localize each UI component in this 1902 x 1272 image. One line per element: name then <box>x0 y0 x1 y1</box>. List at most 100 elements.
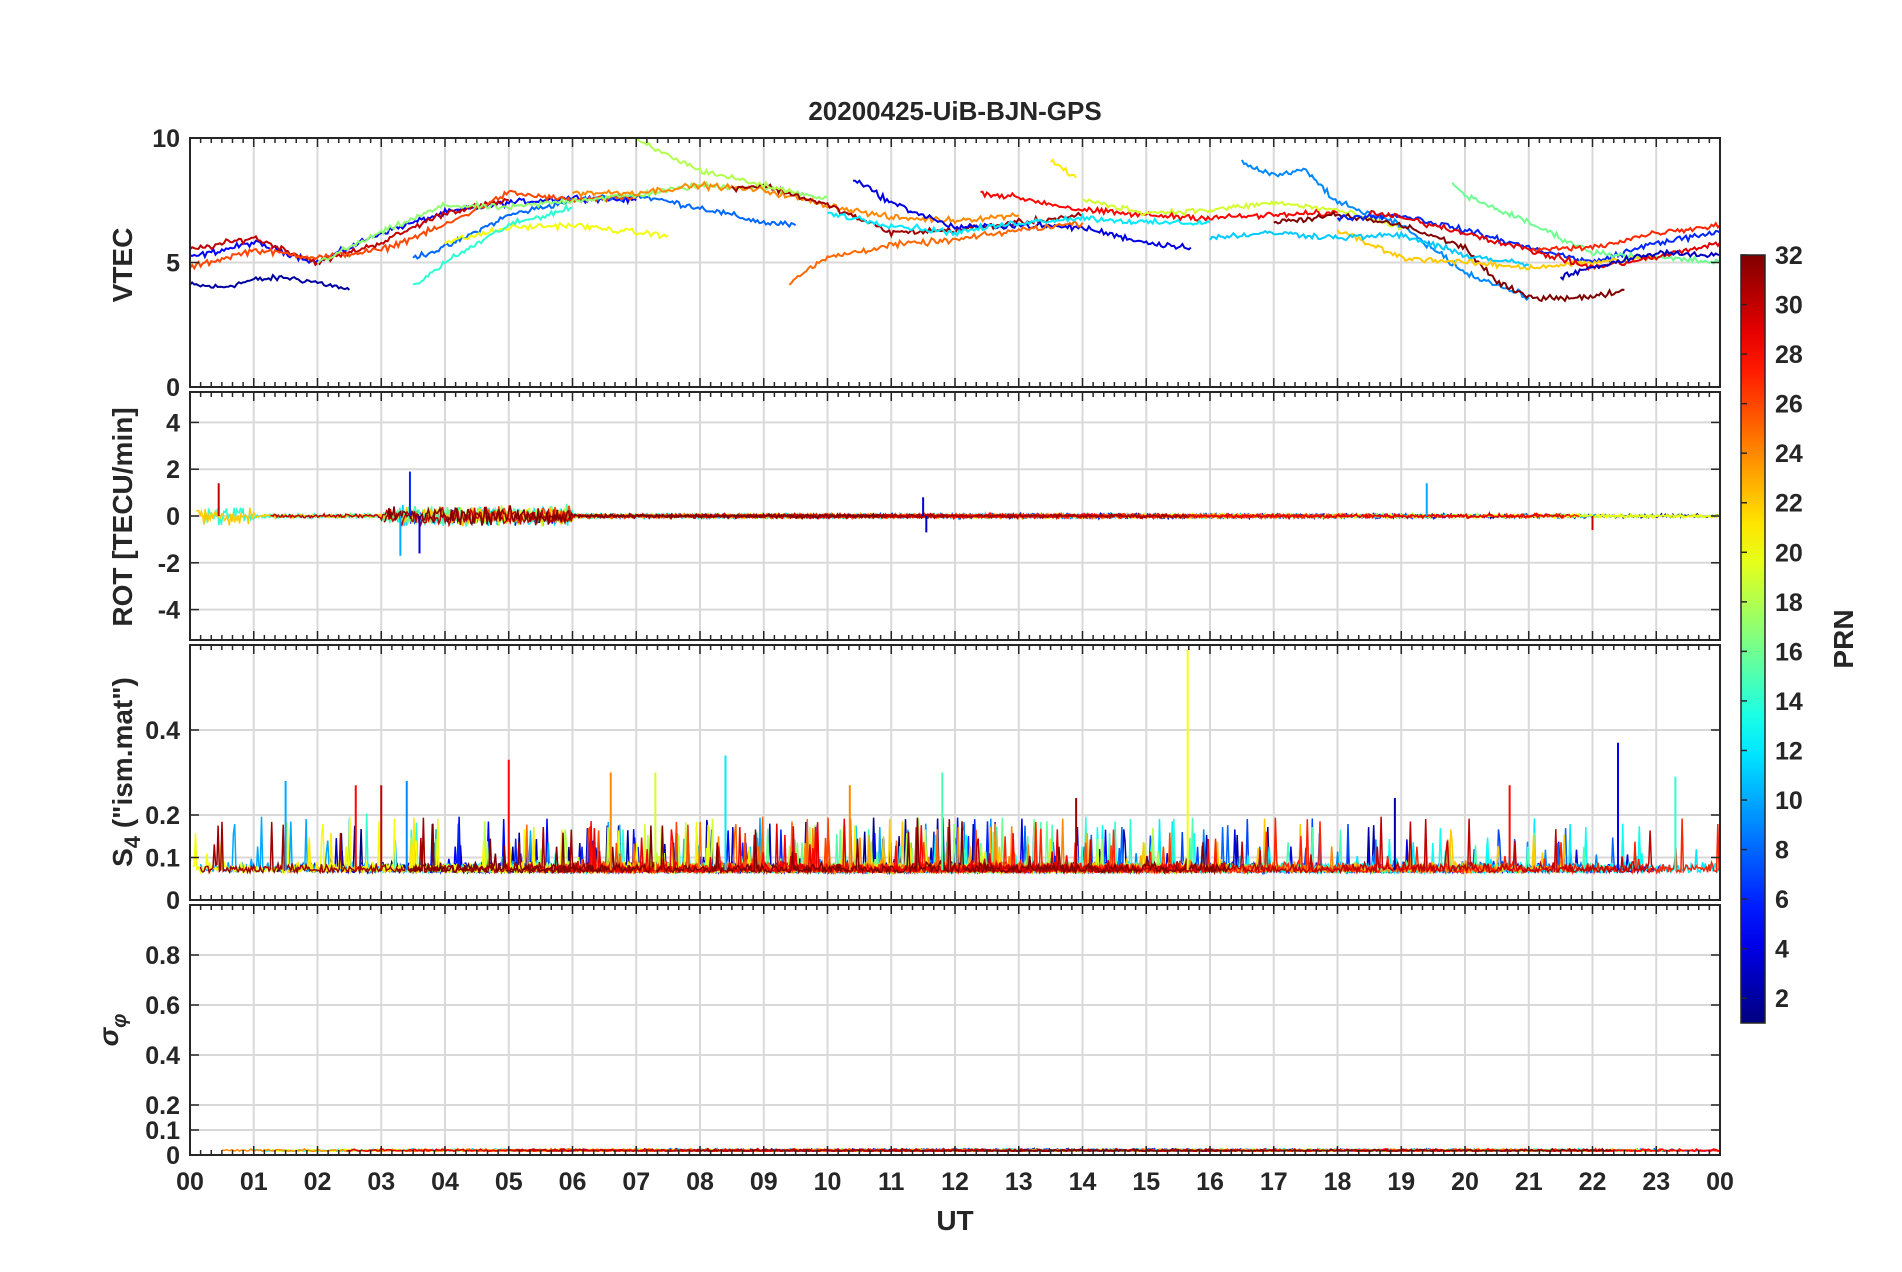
s4-series-prn-31 <box>199 817 608 875</box>
vtec-series-prn-8 <box>412 192 797 260</box>
y-tick-label: 2 <box>166 456 180 484</box>
x-tick-label: 04 <box>431 1168 459 1196</box>
x-tick-label: 00 <box>176 1168 204 1196</box>
x-tick-label: 02 <box>304 1168 332 1196</box>
x-tick-label: 17 <box>1260 1168 1288 1196</box>
y-tick-label: 0.2 <box>145 1092 180 1120</box>
vtec-series-prn-4 <box>852 179 1192 251</box>
vtec-series-prn-18 <box>636 138 796 194</box>
colorbar-label: PRN <box>1828 609 1859 668</box>
s4-series-prn-32 <box>406 817 1231 876</box>
y-tick-label: 0 <box>166 503 180 531</box>
x-tick-label: 00 <box>1706 1168 1734 1196</box>
colorbar-gradient <box>1740 254 1766 1024</box>
x-tick-label: 20 <box>1451 1168 1479 1196</box>
vtec-series-prn-21 <box>1049 158 1077 179</box>
y-tick-label: 4 <box>166 409 180 437</box>
colorbar-tick-label: 8 <box>1775 837 1789 865</box>
colorbar-tick-label: 10 <box>1775 787 1803 815</box>
colorbar-tick-label: 12 <box>1775 737 1803 765</box>
colorbar-tick-label: 2 <box>1775 985 1789 1013</box>
rot-series-prn-32 <box>383 505 885 527</box>
plot-area-rot <box>196 471 1720 556</box>
vtec-series-prn-27 <box>1528 221 1720 254</box>
x-tick-label: 09 <box>750 1168 778 1196</box>
x-tick-label: 11 <box>878 1168 905 1196</box>
y-tick-label: 0.6 <box>145 992 180 1020</box>
x-tick-label: 05 <box>495 1168 523 1196</box>
colorbar-tick-label: 22 <box>1775 490 1803 518</box>
vtec-series-prn-28 <box>980 190 1338 222</box>
vtec-series-prn-29 <box>1368 209 1720 272</box>
x-tick-label: 21 <box>1515 1168 1543 1196</box>
x-tick-label: 19 <box>1387 1168 1415 1196</box>
y-tick-label: 10 <box>152 125 180 153</box>
vtec-series-prn-12 <box>827 211 1211 238</box>
x-tick-label: 15 <box>1132 1168 1160 1196</box>
x-tick-label: 18 <box>1324 1168 1352 1196</box>
vtec-series-prn-24 <box>572 180 1020 225</box>
x-tick-label: 12 <box>941 1168 969 1196</box>
y-axis-label: ROT [TECU/min] <box>107 407 138 626</box>
vtec-series-prn-25 <box>788 219 1084 286</box>
vtec-series-prn-9 <box>1241 159 1530 302</box>
y-tick-label: 0.4 <box>145 1042 180 1070</box>
x-axis-ticks: 00 01 02 03 04 05 06 07 08 09 10 11 12 13 14 15 16 17 18 19… <box>176 1168 1734 1196</box>
vtec-series-prn-20 <box>444 221 669 245</box>
y-tick-label: 0.1 <box>145 845 180 873</box>
x-tick-label: 01 <box>240 1168 268 1196</box>
rot-series-prn-29 <box>849 512 1565 521</box>
vtec-series-prn-32 <box>1273 210 1625 303</box>
y-tick-label: -4 <box>158 597 180 625</box>
panel-sigma_phi: 00.10.2 0.4 0.6 0.8 σφ <box>93 904 1721 1170</box>
chart-title: 20200425-UiB-BJN-GPS <box>808 96 1101 126</box>
panel-rot: -4 -2 0 2 4 ROT [TECU/min] <box>107 391 1721 641</box>
colorbar-tick-label: 32 <box>1775 242 1803 270</box>
x-tick-label: 07 <box>622 1168 650 1196</box>
plot-area-s4 <box>192 649 1720 876</box>
y-tick-label: 0.1 <box>145 1117 180 1145</box>
colorbar-tick-label: 30 <box>1775 292 1803 320</box>
vtec-series-prn-3 <box>1559 248 1720 281</box>
x-tick-label: 06 <box>559 1168 587 1196</box>
x-axis-label: UT <box>936 1205 973 1236</box>
x-tick-label: 13 <box>1005 1168 1033 1196</box>
vtec-series-prn-14 <box>412 203 573 286</box>
y-tick-label: 0 <box>166 1142 180 1170</box>
panel-s4: 0 0.1 0.2 0.4S4 ("ism.mat") <box>107 644 1721 915</box>
vtec-series-prn-16 <box>1451 182 1720 265</box>
y-axis-label: σφ <box>93 1014 131 1047</box>
x-tick-label: 14 <box>1069 1168 1097 1196</box>
x-tick-label: 23 <box>1642 1168 1670 1196</box>
y-tick-label: -2 <box>158 550 180 578</box>
vtec-series-prn-22 <box>1336 229 1657 271</box>
y-tick-label: 0 <box>166 887 180 915</box>
panel-vtec: 0 5 10 VTEC <box>107 125 1721 402</box>
y-axis-label: VTEC <box>107 228 138 303</box>
y-tick-label: 0.2 <box>145 802 180 830</box>
x-tick-label: 03 <box>367 1168 395 1196</box>
colorbar-tick-label: 18 <box>1775 589 1803 617</box>
x-tick-label: 08 <box>686 1168 714 1196</box>
y-tick-label: 0.8 <box>145 942 180 970</box>
colorbar-tick-label: 20 <box>1775 539 1803 567</box>
x-tick-label: 22 <box>1579 1168 1607 1196</box>
x-tick-label: 16 <box>1196 1168 1224 1196</box>
x-tick-label: 10 <box>814 1168 842 1196</box>
y-axis-label: S4 ("ism.mat") <box>107 677 145 867</box>
y-tick-label: 0 <box>166 374 180 402</box>
vtec-series-prn-11 <box>1209 229 1529 268</box>
colorbar-tick-label: 14 <box>1775 688 1803 716</box>
y-tick-label: 0.4 <box>145 717 180 745</box>
vtec-series-prn-26 <box>190 189 637 271</box>
colorbar-tick-label: 24 <box>1775 440 1803 468</box>
colorbar-tick-label: 26 <box>1775 391 1803 419</box>
colorbar-tick-label: 4 <box>1775 936 1789 964</box>
colorbar-tick-label: 16 <box>1775 638 1803 666</box>
vtec-series-prn-30 <box>190 197 509 267</box>
colorbar-tick-label: 6 <box>1775 886 1789 914</box>
